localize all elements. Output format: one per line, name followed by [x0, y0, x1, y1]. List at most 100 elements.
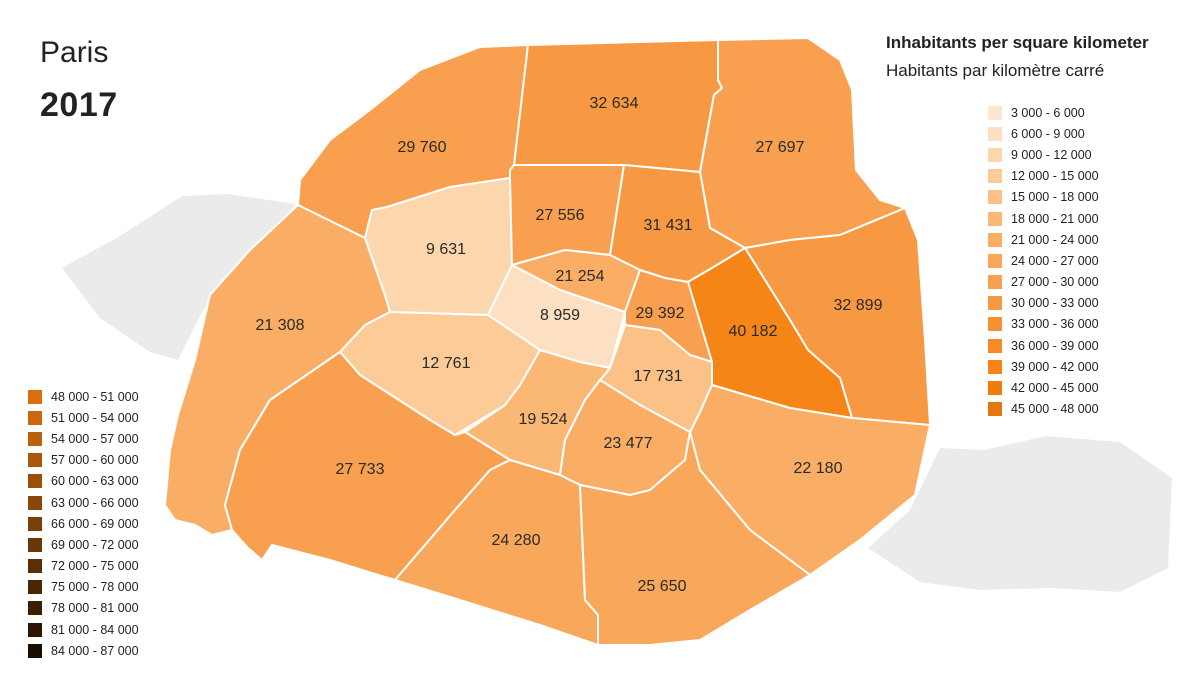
density-label: 19 524 [519, 411, 568, 428]
legend-item: 51 000 - 54 000 [28, 407, 139, 428]
legend-item: 42 000 - 45 000 [988, 377, 1099, 398]
legend-swatch [988, 402, 1002, 417]
legend-list-high: 48 000 - 51 000 51 000 - 54 000 54 000 - 5… [28, 386, 139, 661]
legend-item: 30 000 - 33 000 [988, 293, 1099, 314]
legend-item: 3 000 - 6 000 [988, 102, 1099, 123]
legend-subtitle: Habitants par kilomètre carré [886, 61, 1105, 80]
legend-item: 72 000 - 75 000 [28, 556, 139, 577]
legend-label: 81 000 - 84 000 [51, 622, 139, 637]
legend-item: 12 000 - 15 000 [988, 166, 1099, 187]
legend-swatch [988, 296, 1002, 311]
density-label: 8 959 [540, 307, 580, 324]
legend-item: 18 000 - 21 000 [988, 208, 1099, 229]
legend-label: 12 000 - 15 000 [1011, 169, 1099, 184]
legend-label: 9 000 - 12 000 [1011, 147, 1092, 162]
legend-label: 60 000 - 63 000 [51, 474, 139, 489]
legend-swatch [988, 381, 1002, 396]
legend-swatch [28, 453, 42, 468]
density-label: 32 634 [590, 95, 639, 112]
legend-label: 18 000 - 21 000 [1011, 211, 1099, 226]
legend-swatch [988, 169, 1002, 184]
density-label: 17 731 [634, 368, 683, 385]
district-shape [689, 384, 931, 576]
legend-list-low: 3 000 - 6 000 6 000 - 9 000 9 000 - 12 000… [988, 102, 1099, 420]
legend-item: 66 000 - 69 000 [28, 513, 139, 534]
legend-swatch [28, 474, 42, 489]
legend-swatch [28, 495, 42, 510]
legend-item: 24 000 - 27 000 [988, 250, 1099, 271]
density-label: 29 760 [398, 139, 447, 156]
legend-label: 15 000 - 18 000 [1011, 190, 1099, 205]
density-label: 27 556 [536, 207, 585, 224]
density-label: 23 477 [604, 435, 653, 452]
legend-swatch [988, 359, 1002, 374]
legend-swatch [988, 126, 1002, 141]
legend-item: 9 000 - 12 000 [988, 144, 1099, 165]
legend-label: 36 000 - 39 000 [1011, 338, 1099, 353]
district-shape [394, 459, 599, 646]
density-label: 27 697 [756, 139, 805, 156]
legend-item: 75 000 - 78 000 [28, 577, 139, 598]
density-label: 12 761 [422, 355, 471, 372]
density-label: 29 392 [636, 305, 685, 322]
legend-label: 42 000 - 45 000 [1011, 381, 1099, 396]
legend-item: 6 000 - 9 000 [988, 123, 1099, 144]
legend-swatch [988, 275, 1002, 290]
legend-swatch [28, 580, 42, 595]
legend-title: Inhabitants per square kilometer [886, 33, 1149, 52]
bois-de-boulogne-shape [62, 194, 296, 360]
legend-label: 54 000 - 57 000 [51, 431, 139, 446]
legend-swatch [28, 410, 42, 425]
density-label: 31 431 [644, 217, 693, 234]
year-title: 2017 [40, 86, 118, 124]
legend-item: 36 000 - 39 000 [988, 335, 1099, 356]
legend-item: 54 000 - 57 000 [28, 428, 139, 449]
legend-label: 21 000 - 24 000 [1011, 232, 1099, 247]
density-label: 21 308 [256, 317, 305, 334]
legend-swatch [28, 559, 42, 574]
legend-label: 66 000 - 69 000 [51, 516, 139, 531]
legend-item: 15 000 - 18 000 [988, 187, 1099, 208]
legend-label: 51 000 - 54 000 [51, 410, 139, 425]
legend-label: 63 000 - 66 000 [51, 495, 139, 510]
legend-item: 48 000 - 51 000 [28, 386, 139, 407]
legend-swatch [28, 643, 42, 658]
legend-swatch [988, 338, 1002, 353]
legend-label: 57 000 - 60 000 [51, 453, 139, 468]
legend-swatch [28, 389, 42, 404]
legend-swatch [988, 211, 1002, 226]
legend-swatch [28, 516, 42, 531]
legend-item: 27 000 - 30 000 [988, 272, 1099, 293]
legend-label: 75 000 - 78 000 [51, 580, 139, 595]
legend-label: 69 000 - 72 000 [51, 537, 139, 552]
arrondissement-shapes [164, 37, 931, 646]
legend-label: 3 000 - 6 000 [1011, 105, 1085, 120]
density-label: 24 280 [492, 532, 541, 549]
district-shape [224, 351, 511, 581]
density-label: 27 733 [336, 461, 385, 478]
legend-swatch [988, 317, 1002, 332]
city-title: Paris [40, 36, 109, 69]
legend-item: 39 000 - 42 000 [988, 356, 1099, 377]
legend-label: 78 000 - 81 000 [51, 601, 139, 616]
bois-de-vincennes-shape [868, 436, 1172, 592]
density-label: 40 182 [729, 323, 778, 340]
legend-label: 48 000 - 51 000 [51, 389, 139, 404]
legend-swatch [988, 190, 1002, 205]
legend-item: 45 000 - 48 000 [988, 399, 1099, 420]
legend-item: 21 000 - 24 000 [988, 229, 1099, 250]
legend-label: 45 000 - 48 000 [1011, 402, 1099, 417]
legend-item: 33 000 - 36 000 [988, 314, 1099, 335]
legend-item: 69 000 - 72 000 [28, 534, 139, 555]
legend-label: 39 000 - 42 000 [1011, 359, 1099, 374]
legend-item: 84 000 - 87 000 [28, 640, 139, 661]
legend-swatch [28, 622, 42, 637]
legend-label: 30 000 - 33 000 [1011, 296, 1099, 311]
legend-swatch [28, 431, 42, 446]
legend-swatch [28, 601, 42, 616]
legend-item: 57 000 - 60 000 [28, 450, 139, 471]
legend-item: 63 000 - 66 000 [28, 492, 139, 513]
legend-label: 6 000 - 9 000 [1011, 126, 1085, 141]
